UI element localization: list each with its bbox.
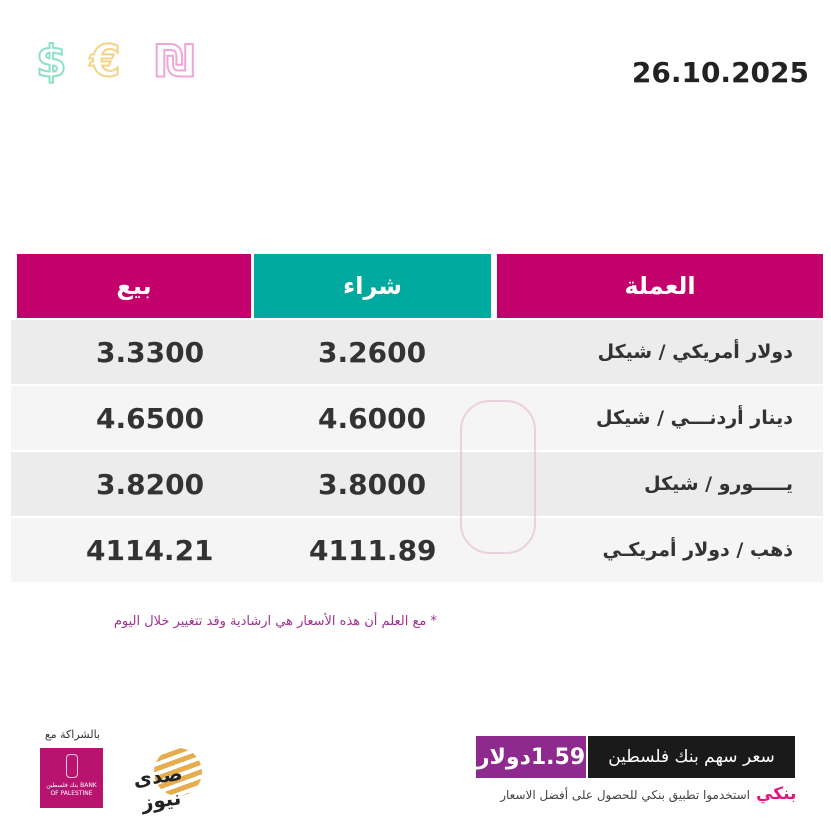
header-currency: العملة	[497, 254, 823, 318]
buy-value: 3.2600	[318, 335, 427, 369]
table-row: 4114.21 4111.89 ذهب / دولار أمريكـي	[11, 518, 823, 582]
sell-value: 3.3300	[96, 335, 205, 369]
currency-name: دينار أردنـــي / شيكل	[596, 407, 793, 429]
table-row: 3.8200 3.8000 يـــــورو / شيكل	[11, 452, 823, 516]
bank-logo-text: بنك فلسطين BANK OF PALESTINE	[46, 782, 97, 797]
disclaimer-note: * مع العلم أن هذه الأسعار هي ارشادية وقد…	[113, 614, 437, 629]
currency-name: يـــــورو / شيكل	[644, 473, 793, 495]
date: 26.10.2025	[631, 56, 809, 89]
partner-label: بالشراكة مع	[44, 728, 100, 741]
euro-icon: €	[89, 35, 122, 88]
table-row: 4.6500 4.6000 دينار أردنـــي / شيكل	[11, 386, 823, 450]
share-price-label: سعر سهم بنك فلسطين	[588, 736, 795, 778]
table-row: 3.3300 3.2600 دولار أمريكي / شيكل	[11, 320, 823, 384]
sell-value: 4114.21	[86, 533, 214, 567]
buy-value: 4111.89	[309, 533, 437, 567]
shekel-icon: ₪	[154, 35, 196, 88]
sada-news-emblem-icon	[154, 748, 202, 796]
bank-emblem-icon	[66, 754, 78, 778]
sada-news-logo-text: صدى نيوز	[131, 760, 184, 815]
share-price-value: 1.59دولار	[476, 736, 586, 778]
header-buy: شراء	[254, 254, 491, 318]
header-sell: بيع	[17, 254, 251, 318]
sada-news-logo: صدى نيوز	[112, 748, 207, 815]
currency-name: ذهب / دولار أمريكـي	[602, 539, 793, 561]
sell-value: 4.6500	[96, 401, 205, 435]
watermark-seal	[460, 400, 536, 554]
app-promo-text: استخدموا تطبيق بنكي للحصول على أفضل الاس…	[500, 788, 750, 802]
banki-app-logo: بنكي	[756, 784, 797, 804]
bank-of-palestine-logo: بنك فلسطين BANK OF PALESTINE	[40, 748, 103, 808]
buy-value: 4.6000	[318, 401, 427, 435]
currency-name: دولار أمريكي / شيكل	[597, 341, 793, 363]
dollar-icon: $	[35, 35, 68, 88]
buy-value: 3.8000	[318, 467, 427, 501]
sell-value: 3.8200	[96, 467, 205, 501]
